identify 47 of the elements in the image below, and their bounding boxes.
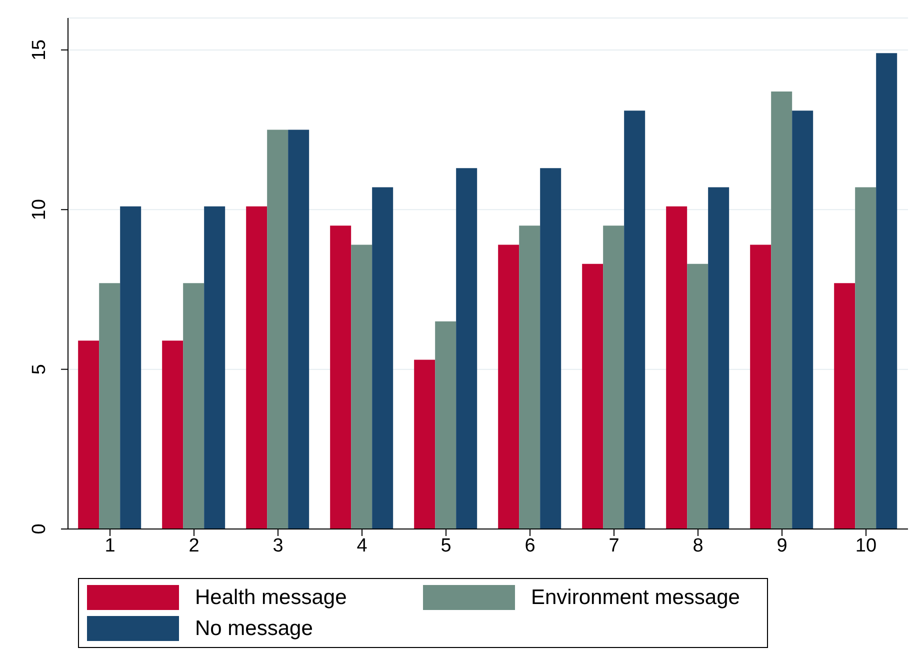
x-tick-label: 1 <box>104 535 116 556</box>
bar <box>120 206 142 529</box>
bar <box>708 187 730 529</box>
bar <box>183 283 204 529</box>
bar <box>435 321 456 529</box>
legend-label: Health message <box>195 586 347 610</box>
bar <box>540 168 562 529</box>
x-tick-label: 8 <box>692 535 704 556</box>
x-tick-label: 9 <box>776 535 788 556</box>
bar <box>288 130 310 529</box>
x-tick-label: 4 <box>356 535 368 556</box>
bar <box>99 283 120 529</box>
bar <box>855 187 876 529</box>
x-tick-label: 7 <box>608 535 620 556</box>
legend-label: Environment message <box>531 586 740 610</box>
x-tick-label: 6 <box>524 535 536 556</box>
bar <box>792 110 814 529</box>
bar <box>330 226 352 529</box>
bar <box>498 244 520 529</box>
bar <box>750 244 772 529</box>
x-tick-label: 2 <box>188 535 200 556</box>
bar <box>267 130 288 529</box>
y-tick-label: 0 <box>29 524 50 534</box>
y-tick-label: 5 <box>29 364 50 375</box>
bar <box>834 283 856 529</box>
bar <box>624 110 646 529</box>
bar <box>162 340 184 529</box>
bar <box>771 91 792 529</box>
bar <box>876 53 898 529</box>
bar <box>603 226 624 529</box>
bar <box>414 360 436 529</box>
x-tick-label: 5 <box>440 535 452 556</box>
y-tick-label: 10 <box>29 199 50 220</box>
bar <box>78 340 100 529</box>
bar <box>582 264 604 529</box>
bar <box>246 206 268 529</box>
bar <box>351 244 372 529</box>
bar <box>666 206 688 529</box>
x-tick-label: 10 <box>855 535 877 556</box>
bar <box>372 187 394 529</box>
y-tick-label: 15 <box>29 39 50 61</box>
bar <box>204 206 226 529</box>
legend-label: No message <box>195 616 313 640</box>
bar <box>687 264 708 529</box>
bar <box>456 168 478 529</box>
x-tick-label: 3 <box>272 535 284 556</box>
bar <box>519 226 540 529</box>
